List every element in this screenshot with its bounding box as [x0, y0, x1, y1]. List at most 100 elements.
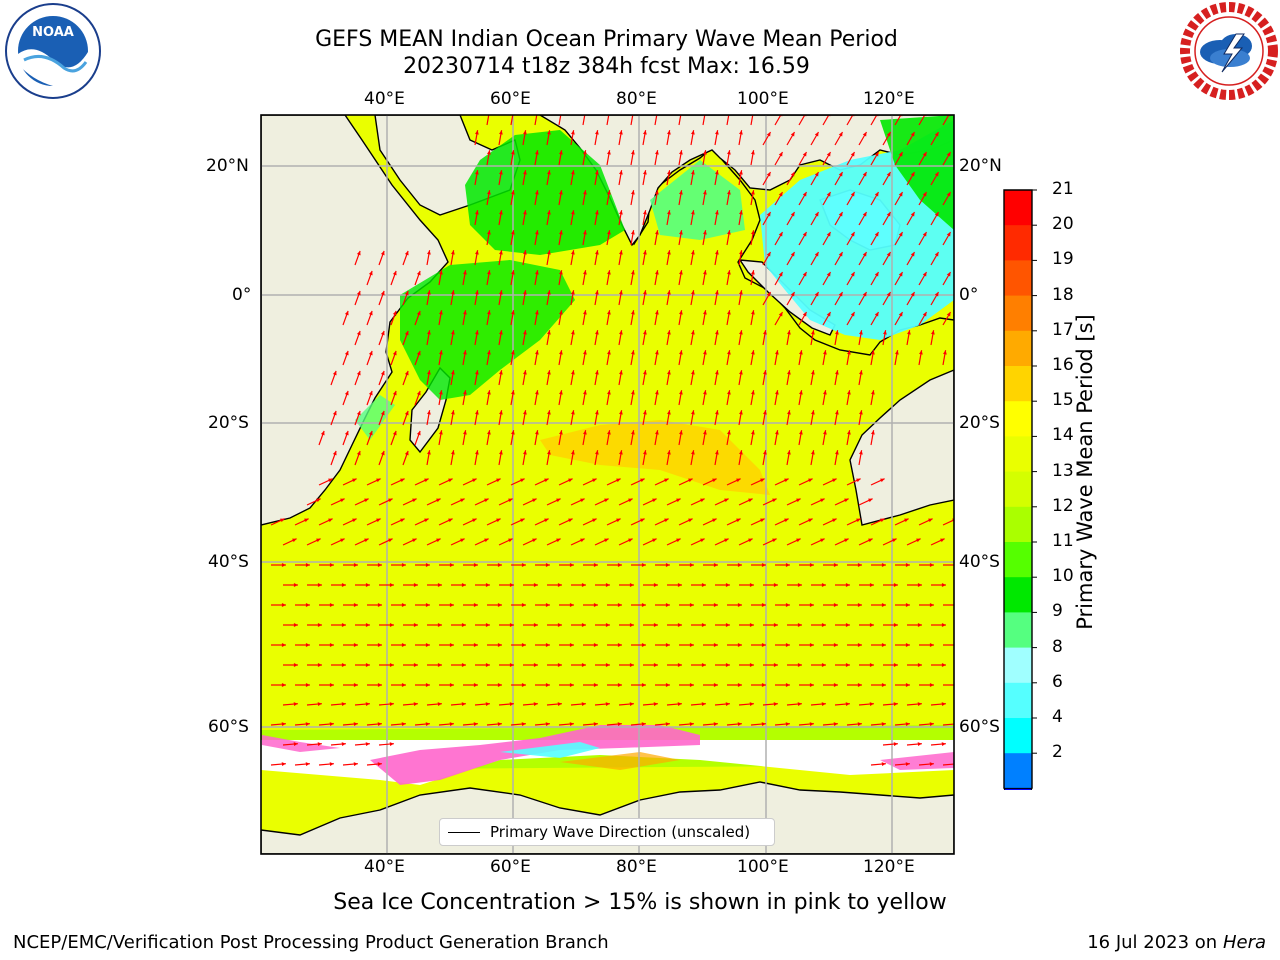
wave-arrow-head	[667, 130, 671, 135]
wave-arrow-head	[665, 683, 670, 687]
wave-arrow-head	[835, 410, 839, 415]
colorbar-tick-label: 13	[1052, 460, 1074, 481]
wave-arrow-head	[523, 330, 527, 335]
wave-arrow-head	[401, 603, 406, 607]
wave-arrow-head	[691, 450, 695, 455]
wave-arrow-head	[571, 370, 575, 375]
wave-arrow-head	[485, 583, 490, 587]
wave-arrow-head	[886, 132, 891, 137]
wave-arrow-head	[631, 390, 635, 395]
wave-arrow-head	[356, 410, 361, 416]
wave-arrow-head	[631, 350, 635, 355]
wave-arrow-head	[641, 563, 646, 567]
colorbar-segment	[1004, 682, 1032, 719]
wave-arrow-head	[910, 172, 915, 177]
wave-arrow-head	[917, 623, 922, 627]
wave-arrow-head	[727, 390, 731, 395]
wave-arrow-head	[353, 683, 358, 687]
wave-arrow-head	[715, 330, 719, 335]
wave-arrow-head	[778, 272, 783, 277]
wave-arrow-head	[772, 498, 777, 503]
wave-arrow-head	[859, 330, 863, 335]
wave-arrow-head	[929, 563, 934, 567]
wave-arrow-head	[665, 643, 670, 647]
wave-arrow-head	[368, 310, 373, 316]
wave-arrow-head	[413, 623, 418, 627]
wave-arrow-head	[568, 478, 573, 483]
wave-arrow-head	[353, 603, 358, 607]
wave-arrow-head	[595, 130, 599, 135]
wave-arrow-head	[679, 310, 683, 315]
wave-arrow-head	[874, 312, 879, 317]
wave-arrow-head	[437, 663, 442, 667]
wave-arrow-head	[847, 390, 851, 395]
wave-arrow-head	[571, 410, 575, 415]
wave-arrow	[486, 115, 490, 126]
max-period-region	[540, 420, 770, 495]
wave-arrow-head	[821, 583, 826, 587]
wave-arrow-head	[511, 430, 515, 435]
wave-arrow-head	[886, 172, 891, 177]
wave-arrow-head	[809, 722, 814, 726]
wave-arrow-head	[520, 518, 525, 523]
wave-arrow-head	[727, 270, 731, 275]
wave-arrow-head	[499, 330, 503, 335]
wave-arrow-head	[523, 410, 527, 415]
wave-arrow-head	[547, 450, 551, 455]
wave-arrow-head	[473, 603, 478, 607]
wave-arrow-head	[655, 430, 659, 435]
wave-arrow-head	[485, 663, 490, 667]
wave-arrow-head	[547, 370, 551, 375]
wave-arrow	[798, 115, 806, 126]
wave-arrow-head	[485, 623, 490, 627]
wave-arrow-head	[737, 563, 742, 567]
wave-arrow-head	[689, 643, 694, 647]
wave-arrow-head	[401, 722, 406, 726]
wave-arrow-head	[329, 722, 334, 726]
wave-arrow-head	[389, 663, 394, 667]
wave-arrow-head	[547, 250, 551, 255]
wave-arrow-head	[449, 563, 454, 567]
wave-arrow-head	[665, 563, 670, 567]
top-lon-label: 120°E	[863, 89, 915, 109]
wave-arrow-head	[317, 742, 322, 746]
wave-arrow-head	[917, 742, 922, 746]
wave-arrow-head	[487, 350, 491, 355]
wave-arrow-head	[595, 170, 599, 175]
colorbar-frame	[1003, 189, 1033, 789]
colorbar-tick-label: 8	[1052, 636, 1063, 657]
wave-arrow-head	[485, 702, 490, 706]
wave-arrow-head	[377, 603, 382, 607]
footer-branch: NCEP/EMC/Verification Post Processing Pr…	[13, 932, 609, 953]
wave-arrow-head	[583, 150, 587, 155]
wave-arrow-head	[655, 110, 659, 114]
wave-arrow-head	[820, 498, 825, 503]
wave-arrow-head	[547, 410, 551, 415]
wave-arrow-head	[461, 702, 466, 706]
wave-arrow-head	[511, 190, 515, 195]
wave-arrow-head	[785, 563, 790, 567]
wave-arrow-head	[905, 643, 910, 647]
wave-arrow-head	[910, 132, 915, 137]
wave-arrow-head	[475, 290, 479, 295]
wave-arrow-head	[376, 478, 381, 483]
wave-arrow-head	[559, 430, 563, 435]
wave-arrow-head	[736, 478, 741, 483]
wave-arrow-head	[380, 290, 385, 296]
wave-arrow-head	[922, 312, 927, 317]
wave-arrow-head	[751, 150, 755, 155]
wave-arrow-head	[857, 722, 862, 726]
wave-arrow-head	[628, 498, 633, 503]
svg-text:NOAA: NOAA	[32, 25, 74, 40]
wave-arrow-head	[874, 272, 879, 277]
wave-arrow-head	[691, 170, 695, 175]
wave-arrow-head	[523, 130, 527, 135]
wave-arrow-head	[400, 518, 405, 523]
wave-arrow-head	[509, 623, 514, 627]
wave-arrow-head	[547, 290, 551, 295]
wave-arrow-head	[487, 390, 491, 395]
wave-arrow	[726, 115, 730, 126]
wave-arrow-head	[703, 430, 707, 435]
wave-arrow-head	[785, 683, 790, 687]
wave-arrow-head	[862, 172, 867, 177]
